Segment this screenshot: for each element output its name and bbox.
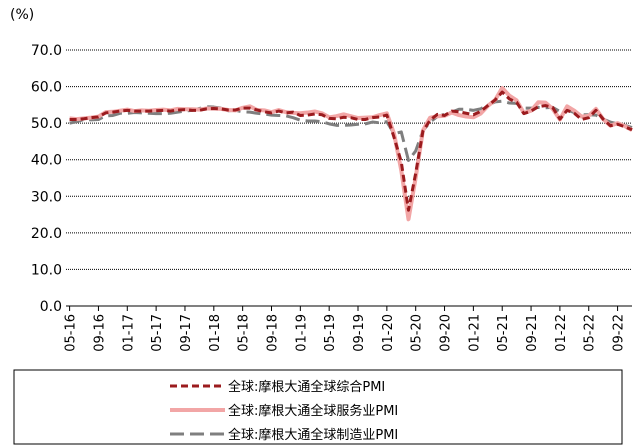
x-tick-label: 01-22: [554, 314, 569, 352]
y-axis-label: (%): [10, 7, 34, 23]
x-tick-label: 05-22: [583, 314, 598, 352]
y-tick-label: 0.0: [40, 299, 62, 315]
x-tick-label: 01-20: [381, 314, 396, 352]
y-tick-label: 30.0: [31, 189, 62, 205]
x-tick-label: 09-22: [612, 314, 627, 352]
y-tick-label: 10.0: [31, 262, 62, 278]
y-tick-label: 70.0: [31, 43, 62, 59]
x-tick-label: 01-21: [467, 314, 482, 352]
x-tick-label: 01-19: [294, 314, 309, 352]
legend-label-0: 全球:摩根大通全球综合PMI: [228, 379, 385, 395]
x-tick-label: 09-18: [265, 314, 280, 352]
legend-box: [13, 369, 623, 445]
x-tick-label: 09-20: [439, 314, 454, 352]
legend-label-2: 全球:摩根大通全球制造业PMI: [228, 427, 398, 443]
x-tick-label: 05-16: [64, 314, 79, 352]
x-tick-label: 01-17: [121, 314, 136, 352]
x-tick-label: 09-19: [352, 314, 367, 352]
x-axis-ticks: 05-16 09-16 01-17 05-17 09-17 01-18 05-18 09-18…: [64, 306, 627, 352]
y-axis-ticks: 0.0 10.0 20.0 30.0 40.0 50.0 60.0 70.0: [31, 43, 62, 315]
legend: 全球:摩根大通全球综合PMI 全球:摩根大通全球服务业PMI 全球:摩根大通全球制造…: [13, 369, 623, 445]
x-tick-label: 05-18: [237, 314, 252, 352]
series-line-2: [69, 99, 633, 162]
x-tick-label: 09-17: [179, 314, 194, 352]
y-tick-label: 50.0: [31, 116, 62, 132]
x-tick-label: 05-19: [323, 314, 338, 352]
x-tick-label: 05-17: [150, 314, 165, 352]
x-tick-label: 05-21: [496, 314, 511, 352]
y-tick-label: 40.0: [31, 153, 62, 169]
series-line-0: [69, 90, 633, 212]
y-tick-label: 20.0: [31, 226, 62, 242]
x-tick-label: 09-16: [92, 314, 107, 352]
legend-label-1: 全球:摩根大通全球服务业PMI: [228, 403, 398, 419]
x-tick-label: 09-21: [525, 314, 540, 352]
x-tick-label: 05-20: [410, 314, 425, 352]
y-tick-label: 60.0: [31, 80, 62, 96]
series-lines: [69, 86, 633, 222]
grid-lines: [66, 49, 632, 270]
x-tick-label: 01-18: [208, 314, 223, 352]
